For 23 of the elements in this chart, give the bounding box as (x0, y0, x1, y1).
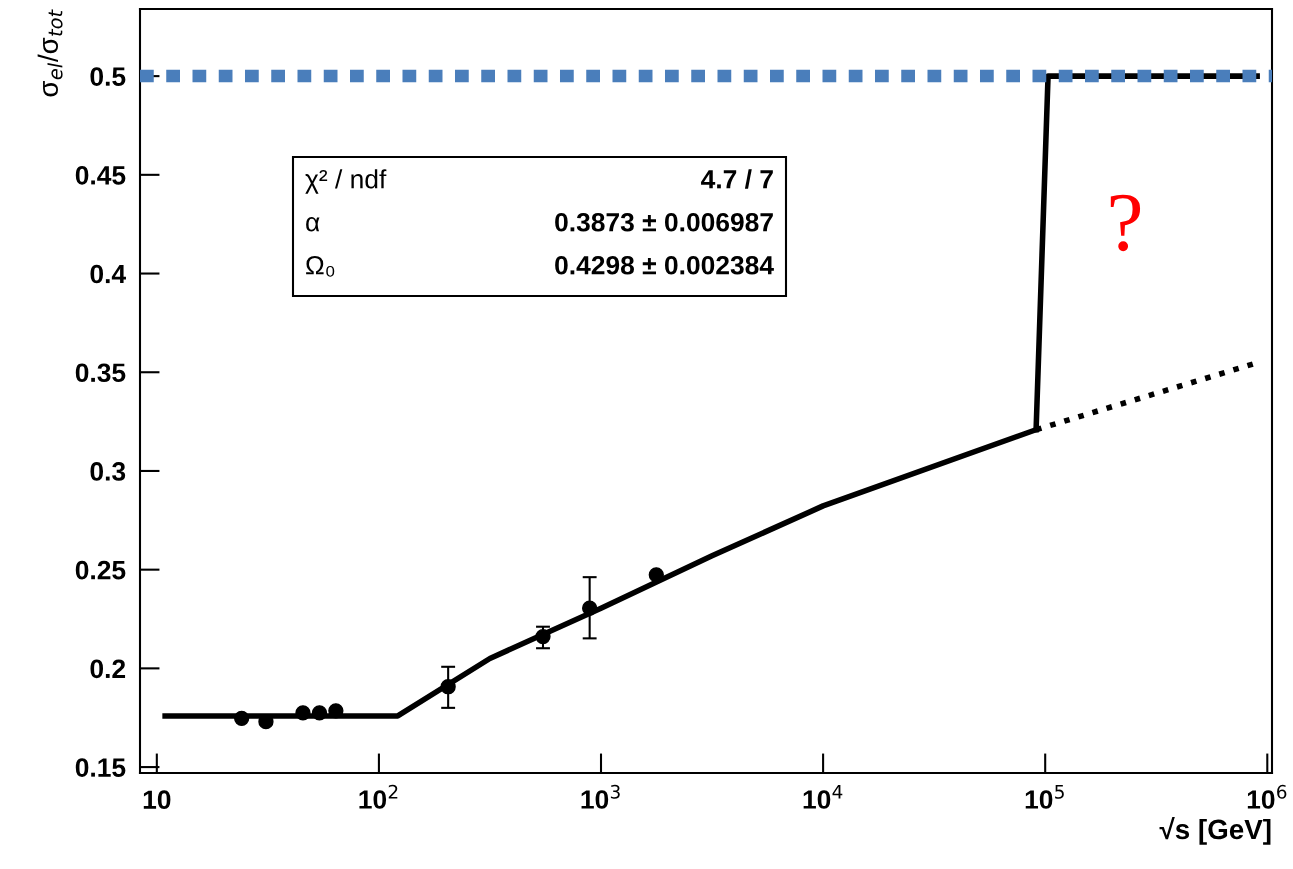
x-tick-label: 10 (143, 790, 171, 810)
annotation: ? (1110, 194, 1141, 252)
annotation: 0.4298 ± 0.002384 (555, 255, 774, 275)
y-tick-label: 0.45 (75, 165, 126, 185)
x-tick-label: 10$^{4}$ (803, 785, 843, 809)
y-axis-title: σ$_{el}$/σ$_{tot}$ (37, 9, 63, 97)
x-tick-label: 10$^{3}$ (581, 784, 620, 809)
annotation: Ω₀ (306, 255, 335, 277)
annotation: χ² / ndf (305, 169, 387, 194)
y-tick-label: 0.35 (75, 363, 126, 383)
y-tick-label: 0.5 (90, 67, 126, 86)
annotation: 0.3873 ± 0.006987 (555, 212, 773, 232)
x-tick-label: 10$^{5}$ (1025, 785, 1064, 809)
y-tick-label: 0.4 (90, 264, 126, 284)
x-tick-label: 10$^{6}$ (1247, 784, 1287, 809)
y-tick-label: 0.15 (75, 758, 126, 777)
y-tick-label: 0.25 (75, 560, 126, 580)
y-tick-label: 0.3 (90, 462, 126, 481)
x-tick-label: 10$^{2}$ (359, 784, 398, 809)
y-tick-label: 0.2 (90, 659, 126, 679)
x-axis-title: √s [GeV] (1159, 817, 1271, 845)
annotation: α (306, 217, 320, 232)
annotation: 4.7 / 7 (701, 169, 773, 189)
